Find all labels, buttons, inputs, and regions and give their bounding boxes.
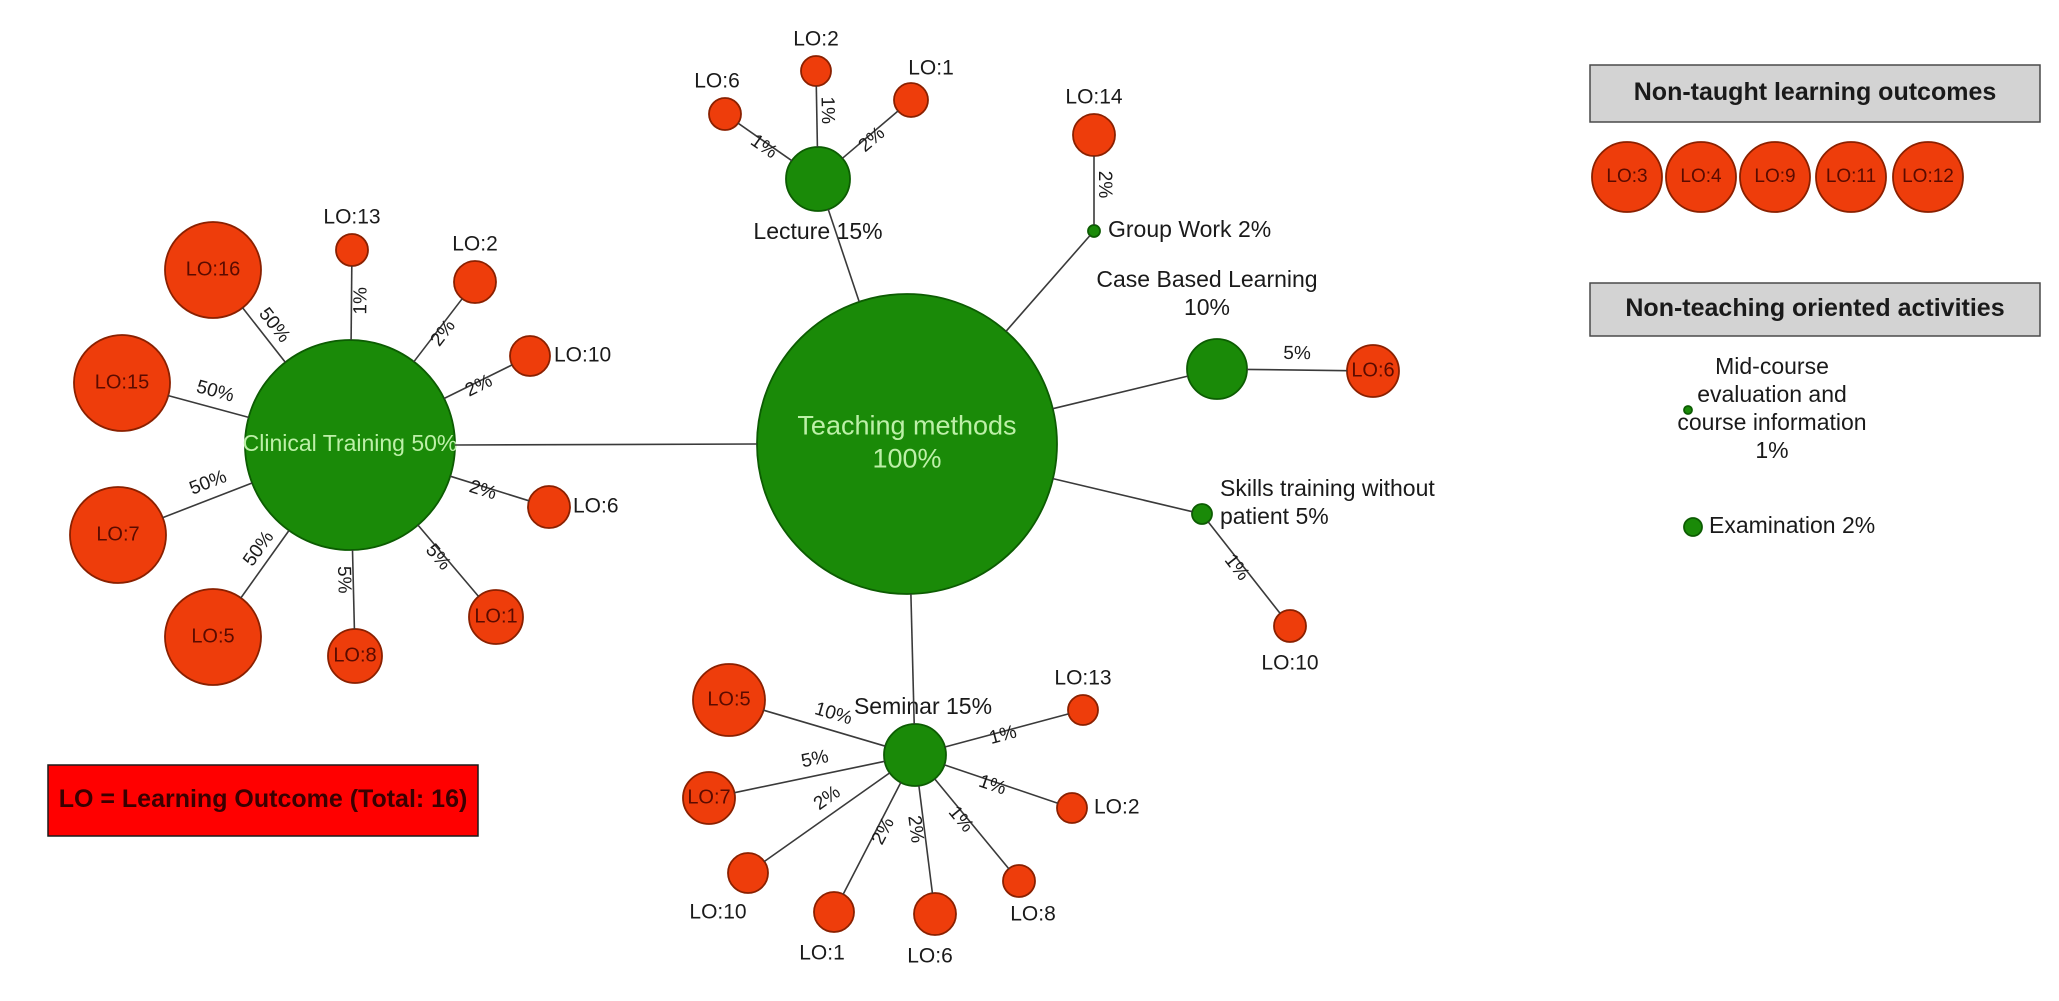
svg-text:Non-teaching oriented activiti: Non-teaching oriented activities	[1625, 294, 2004, 322]
svg-text:LO:8: LO:8	[333, 644, 376, 666]
svg-text:Seminar 15%: Seminar 15%	[854, 693, 992, 719]
svg-text:2%: 2%	[467, 476, 500, 504]
svg-text:1%: 1%	[747, 130, 782, 163]
svg-text:Clinical Training 50%: Clinical Training 50%	[243, 430, 458, 456]
svg-text:5%: 5%	[1283, 343, 1311, 364]
svg-text:LO:6: LO:6	[573, 495, 619, 518]
svg-text:LO:8: LO:8	[1010, 903, 1056, 926]
svg-text:course information: course information	[1677, 409, 1866, 435]
svg-text:LO:4: LO:4	[1680, 166, 1722, 187]
svg-text:Mid-course: Mid-course	[1715, 353, 1829, 379]
svg-text:LO:2: LO:2	[1094, 796, 1140, 819]
svg-text:LO:2: LO:2	[452, 233, 498, 256]
svg-text:LO:6: LO:6	[907, 945, 953, 968]
svg-text:LO:1: LO:1	[799, 942, 845, 965]
svg-text:1%: 1%	[1220, 550, 1254, 585]
svg-text:LO:2: LO:2	[793, 28, 839, 51]
svg-text:Examination 2%: Examination 2%	[1709, 512, 1875, 538]
svg-text:1%: 1%	[987, 722, 1019, 749]
svg-text:LO:16: LO:16	[186, 258, 240, 280]
svg-text:50%: 50%	[239, 527, 278, 570]
svg-text:1%: 1%	[817, 96, 839, 124]
svg-text:2%: 2%	[427, 316, 460, 351]
svg-text:100%: 100%	[872, 444, 941, 474]
svg-text:Lecture 15%: Lecture 15%	[753, 218, 882, 244]
svg-text:1%: 1%	[1755, 437, 1788, 463]
svg-text:50%: 50%	[194, 376, 236, 406]
svg-text:Teaching methods: Teaching methods	[797, 411, 1016, 441]
svg-text:LO:5: LO:5	[191, 625, 234, 647]
svg-text:2%: 2%	[903, 814, 927, 844]
svg-text:LO:6: LO:6	[694, 70, 740, 93]
svg-text:LO:5: LO:5	[707, 688, 750, 710]
svg-text:LO:1: LO:1	[474, 605, 517, 627]
svg-text:LO:10: LO:10	[689, 901, 746, 924]
svg-text:1%: 1%	[976, 771, 1009, 800]
svg-text:10%: 10%	[812, 698, 855, 729]
svg-text:LO = Learning Outcome (Total:: LO = Learning Outcome (Total: 16)	[59, 785, 468, 813]
svg-text:2%: 2%	[1094, 171, 1115, 199]
svg-text:LO:7: LO:7	[687, 786, 730, 808]
svg-text:LO:6: LO:6	[1351, 359, 1394, 381]
svg-text:LO:3: LO:3	[1606, 166, 1647, 187]
svg-text:LO:9: LO:9	[1754, 166, 1795, 187]
svg-text:LO:7: LO:7	[96, 523, 139, 545]
svg-text:Case Based Learning: Case Based Learning	[1096, 266, 1317, 292]
svg-text:5%: 5%	[799, 746, 830, 772]
svg-text:Skills training without: Skills training without	[1220, 475, 1435, 501]
svg-text:LO:12: LO:12	[1902, 166, 1954, 187]
svg-text:Group Work 2%: Group Work 2%	[1108, 216, 1271, 242]
svg-text:evaluation and: evaluation and	[1697, 381, 1847, 407]
svg-text:LO:10: LO:10	[554, 344, 611, 367]
svg-text:LO:15: LO:15	[95, 371, 149, 393]
svg-text:10%: 10%	[1184, 294, 1230, 320]
svg-text:Non-taught learning outcomes: Non-taught learning outcomes	[1634, 78, 1997, 106]
svg-text:5%: 5%	[333, 566, 355, 594]
svg-text:1%: 1%	[350, 287, 371, 315]
svg-text:LO:11: LO:11	[1826, 166, 1876, 187]
svg-text:2%: 2%	[868, 814, 899, 848]
svg-text:50%: 50%	[254, 304, 294, 347]
svg-text:5%: 5%	[421, 540, 455, 575]
svg-text:patient 5%: patient 5%	[1220, 503, 1329, 529]
svg-text:2%: 2%	[810, 782, 845, 815]
svg-text:LO:1: LO:1	[908, 57, 954, 80]
svg-text:1%: 1%	[944, 802, 978, 837]
svg-text:LO:13: LO:13	[1054, 667, 1111, 690]
svg-text:LO:13: LO:13	[323, 206, 380, 229]
svg-text:2%: 2%	[855, 123, 890, 157]
svg-text:LO:10: LO:10	[1261, 652, 1318, 675]
svg-text:LO:14: LO:14	[1065, 86, 1123, 109]
